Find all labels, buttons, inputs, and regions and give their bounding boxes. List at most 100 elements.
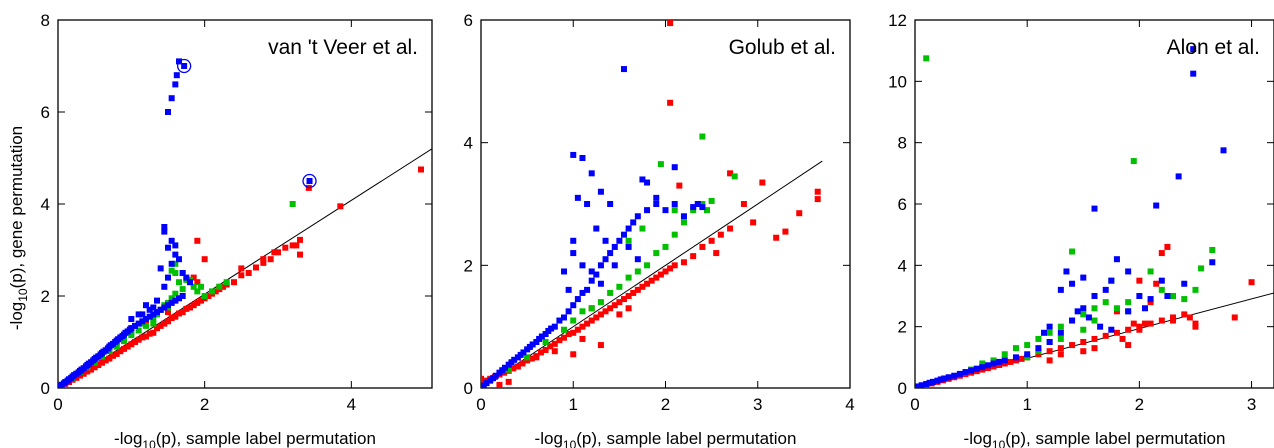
data-point (496, 381, 503, 388)
y-tick-label: 0 (898, 379, 907, 398)
data-point (117, 348, 124, 355)
data-point (565, 308, 572, 315)
data-point (165, 274, 171, 281)
data-point (616, 283, 623, 290)
data-point (132, 339, 138, 345)
data-point (514, 363, 521, 370)
data-point (551, 323, 558, 330)
data-point (634, 286, 641, 293)
data-point (146, 313, 153, 320)
data-point (1130, 320, 1137, 327)
data-point (1141, 320, 1148, 327)
data-point (1170, 293, 1177, 299)
data-point (990, 357, 997, 364)
x-tick-label: 1 (1022, 395, 1031, 414)
data-point (690, 253, 697, 260)
data-point (124, 343, 131, 350)
data-point (561, 314, 568, 321)
data-point (154, 325, 160, 332)
data-point (238, 272, 245, 279)
data-point (143, 333, 149, 340)
data-point (727, 170, 734, 177)
data-point (704, 207, 711, 214)
y-tick-label: 10 (888, 72, 907, 91)
data-point (121, 345, 127, 352)
data-point (209, 288, 215, 295)
data-point (505, 366, 512, 373)
data-point (561, 334, 568, 341)
data-point (561, 326, 568, 333)
data-point (542, 346, 549, 353)
data-point (1186, 314, 1193, 321)
data-point (1190, 46, 1197, 53)
data-point (529, 341, 536, 348)
data-point (1069, 280, 1076, 287)
x-axis-label-pre: -log (535, 429, 563, 448)
x-axis-label: -log10(p), sample label permutation (535, 429, 797, 448)
data-point (293, 242, 300, 249)
data-point (201, 293, 208, 299)
x-axis-label-pre: -log (964, 429, 992, 448)
plot-frame (480, 19, 851, 389)
data-point (492, 372, 499, 379)
data-point (653, 194, 660, 201)
data-point (620, 66, 627, 73)
data-point (172, 81, 179, 88)
data-point (990, 360, 997, 367)
data-point (1113, 256, 1120, 263)
data-point (671, 207, 678, 214)
data-point (1074, 308, 1081, 315)
data-point (216, 283, 223, 290)
data-point (968, 367, 975, 374)
data-point (150, 304, 157, 311)
data-point (306, 178, 313, 184)
data-point (157, 322, 164, 329)
data-point (1046, 348, 1053, 355)
data-point (1181, 280, 1188, 287)
x-axis-label-post: (p), sample label permutation (1005, 429, 1225, 448)
data-point (481, 375, 484, 382)
data-point (1091, 335, 1098, 342)
data-point (524, 354, 531, 361)
data-point (1130, 158, 1137, 165)
data-point (106, 355, 113, 362)
data-point (676, 182, 683, 189)
data-point (128, 325, 135, 332)
data-point (1136, 326, 1143, 333)
data-point (570, 302, 577, 309)
data-point (168, 260, 175, 267)
data-point (616, 311, 623, 318)
data-point (597, 342, 604, 349)
data-point (547, 343, 554, 350)
x-axis-label-post: (p), sample label permutation (156, 429, 376, 448)
data-point (620, 231, 627, 238)
data-point (607, 289, 614, 296)
highlight-circle (176, 58, 192, 74)
data-point (699, 201, 706, 207)
data-point (1136, 293, 1143, 299)
data-point (923, 381, 930, 388)
y-tick-label: 2 (898, 318, 907, 337)
data-point (565, 286, 572, 293)
data-point (551, 340, 558, 347)
data-point (644, 280, 651, 287)
data-point (483, 380, 490, 387)
data-point (699, 204, 706, 211)
data-point (187, 304, 193, 311)
data-point (1057, 335, 1064, 342)
data-point (1198, 265, 1205, 272)
data-point (699, 243, 706, 250)
data-point (796, 210, 803, 217)
data-point (143, 302, 149, 309)
data-point (418, 166, 424, 173)
y-tick-label: 0 (41, 379, 50, 398)
data-point (198, 283, 204, 290)
data-point (1091, 205, 1098, 212)
data-point (740, 201, 747, 207)
data-point (625, 274, 632, 281)
data-point (680, 213, 687, 220)
data-point (625, 243, 632, 250)
data-point (662, 243, 669, 250)
series-3 (481, 66, 706, 388)
